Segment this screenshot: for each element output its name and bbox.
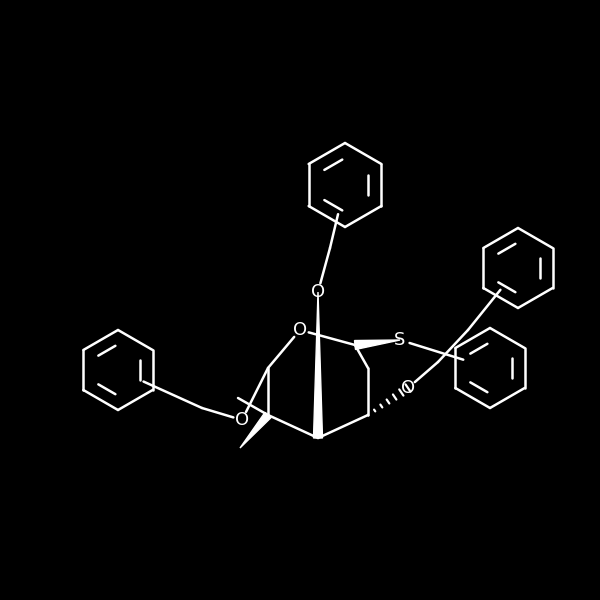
Text: O: O [401,379,415,397]
Polygon shape [355,340,400,349]
Polygon shape [240,412,271,448]
Text: O: O [311,283,325,301]
Text: O: O [293,321,307,339]
Polygon shape [314,292,323,438]
Text: O: O [235,411,249,429]
Text: S: S [394,331,406,349]
